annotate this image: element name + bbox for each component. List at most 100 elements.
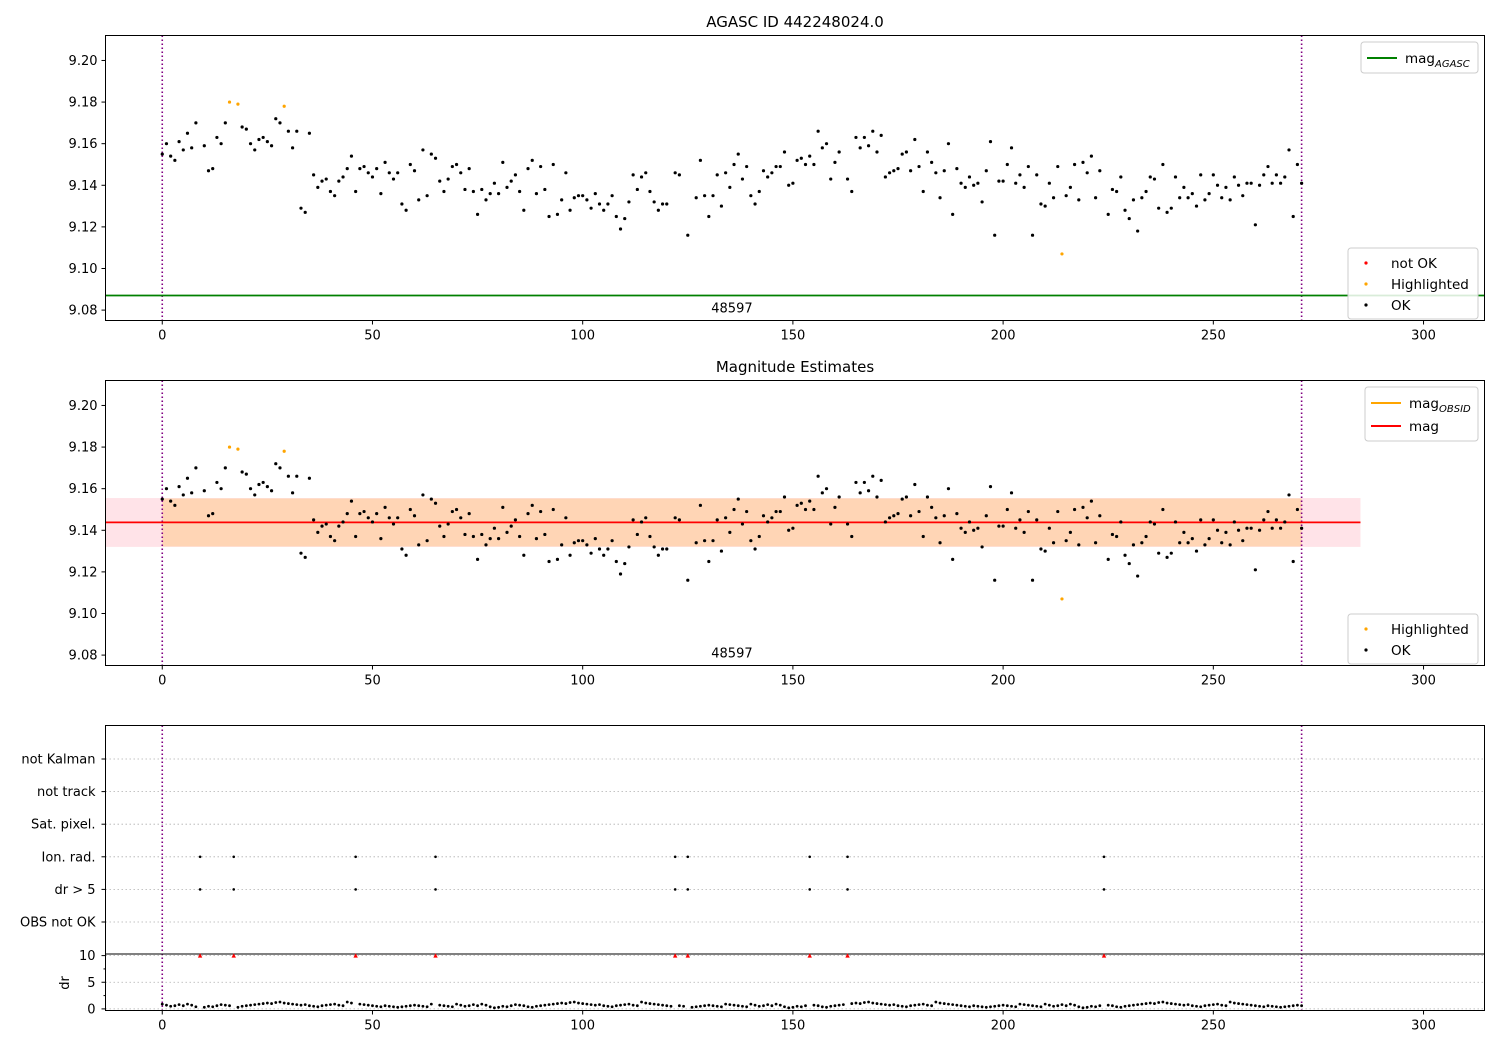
- ok-point: [320, 179, 324, 183]
- ok-point: [446, 177, 450, 181]
- ok-point: [354, 534, 358, 539]
- ok-point: [366, 171, 370, 175]
- ok-point: [1169, 206, 1173, 210]
- ok-point: [1001, 524, 1005, 528]
- dr-point: [930, 1004, 934, 1008]
- flag-row-label: not Kalman: [21, 753, 95, 768]
- dr-point: [471, 1003, 475, 1007]
- x-tick-label: 0: [158, 674, 166, 689]
- dr-point: [707, 1003, 711, 1007]
- dr-point: [514, 1003, 517, 1007]
- dr-point: [1106, 1003, 1110, 1007]
- ok-point: [808, 154, 812, 158]
- dr-point: [1279, 1005, 1282, 1009]
- ok-point: [883, 520, 887, 524]
- dr-point: [459, 1003, 463, 1007]
- ok-point: [1047, 526, 1051, 530]
- dr-point: [501, 1004, 505, 1008]
- dr-point: [429, 1002, 433, 1006]
- dr-point: [417, 1004, 421, 1008]
- dr-point: [249, 1003, 252, 1007]
- ok-point: [913, 482, 917, 487]
- y-tick-label: 9.20: [69, 399, 98, 414]
- dr-point: [770, 1004, 774, 1008]
- ok-point: [417, 198, 421, 202]
- ok-point: [286, 129, 290, 133]
- dr-point: [1253, 1004, 1257, 1008]
- panel-2-frame: [105, 380, 1485, 666]
- dr-point: [606, 1004, 610, 1008]
- dr-point: [1232, 1001, 1236, 1005]
- x-tick-label: 0: [158, 329, 166, 344]
- ok-point: [1131, 198, 1136, 202]
- ok-point: [938, 541, 942, 545]
- ok-point: [686, 233, 690, 237]
- dr-point: [190, 1003, 194, 1007]
- ok-point: [1005, 162, 1009, 167]
- ok-point: [883, 175, 887, 179]
- ok-point: [1270, 181, 1274, 185]
- dr-point: [1241, 1002, 1245, 1006]
- dr-point: [207, 1004, 210, 1008]
- dr-point: [160, 1002, 164, 1006]
- dr-point: [1068, 1002, 1072, 1006]
- ok-point: [333, 194, 337, 198]
- dr-point: [1140, 1002, 1144, 1006]
- dr-point: [228, 1004, 231, 1008]
- flag-point: [434, 855, 437, 859]
- dr-point: [530, 1005, 534, 1009]
- ok-point: [854, 480, 858, 485]
- ok-point: [694, 196, 698, 200]
- ok-point: [665, 547, 669, 551]
- ok-point: [169, 499, 173, 503]
- ok-point: [585, 198, 589, 202]
- dr-point: [1287, 1004, 1291, 1008]
- ok-point: [433, 156, 438, 160]
- ok-point: [963, 185, 967, 189]
- panel-1-title: AGASC ID 442248024.0: [706, 13, 884, 31]
- flag-point: [673, 888, 677, 891]
- dr-point: [951, 1003, 955, 1007]
- ok-point: [673, 171, 677, 175]
- ok-point: [946, 487, 951, 491]
- legend-box: [1360, 41, 1479, 74]
- dr-point: [1237, 1002, 1240, 1005]
- dr-point: [455, 1002, 458, 1006]
- ok-point: [248, 142, 253, 146]
- dr-point: [1211, 1003, 1215, 1007]
- ok-point: [425, 539, 429, 543]
- dr-point: [240, 1004, 244, 1008]
- ok-point: [787, 528, 791, 532]
- ok-point: [1039, 547, 1043, 551]
- dr-point: [900, 1004, 904, 1008]
- dr-point: [1300, 1004, 1304, 1008]
- ok-point: [909, 169, 913, 173]
- ok-point: [1136, 229, 1140, 233]
- dr-point: [308, 1004, 311, 1008]
- x-tick-label: 300: [1411, 674, 1436, 689]
- ok-point: [560, 543, 564, 547]
- ok-point: [513, 173, 518, 177]
- dr-point: [1115, 1005, 1119, 1009]
- ok-point: [963, 530, 967, 534]
- ok-point: [303, 555, 307, 559]
- dr-point: [1224, 1004, 1228, 1008]
- flag-point: [686, 855, 690, 859]
- dr-point: [282, 1001, 286, 1005]
- ok-point: [1094, 196, 1098, 200]
- dr-point: [917, 1003, 921, 1007]
- dr-point: [564, 1002, 568, 1005]
- ok-point: [383, 160, 387, 164]
- ok-point: [845, 177, 850, 181]
- legend-label: not OK: [1391, 256, 1438, 272]
- ok-point: [942, 514, 946, 518]
- ok-point: [1026, 509, 1030, 514]
- dr-point: [1216, 1002, 1219, 1006]
- ok-point: [1241, 539, 1245, 543]
- ok-point: [1278, 181, 1283, 185]
- ok-point: [475, 557, 480, 562]
- highlighted-point: [282, 449, 286, 453]
- ok-point: [795, 503, 799, 507]
- dr-point: [219, 1003, 223, 1007]
- ok-point: [866, 144, 871, 148]
